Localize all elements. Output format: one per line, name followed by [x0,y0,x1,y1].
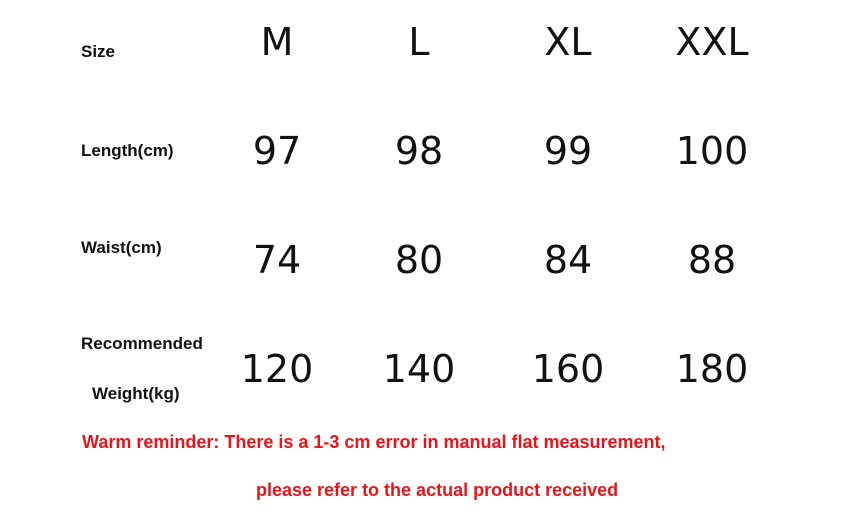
label-recommended: Recommended [81,334,203,353]
sizes-cell: XXL [675,20,749,64]
waist-cell: 84 [543,238,593,282]
length-cell: 100 [675,129,749,173]
reminder-line-2: please refer to the actual product recei… [256,480,619,500]
label-size: Size [81,42,116,61]
sizes-cell: XL [544,20,592,64]
waist-cell: 88 [687,238,737,282]
length-cell: 99 [543,129,593,173]
sizes-cell: M [260,20,294,64]
weight-cell: 140 [382,347,456,391]
sizes-cell: L [408,20,430,64]
label-weight: Weight(kg) [92,384,180,403]
waist-cell: 80 [394,238,444,282]
length-cell: 97 [252,129,302,173]
waist-cell: 74 [252,238,302,282]
label-waist: Waist(cm) [81,238,162,257]
weight-cell: 180 [675,347,749,391]
reminder-line-1: Warm reminder: There is a 1-3 cm error i… [82,432,666,452]
label-length: Length(cm) [81,141,174,160]
weight-cell: 120 [240,347,314,391]
length-cell: 98 [394,129,444,173]
weight-cell: 160 [531,347,605,391]
